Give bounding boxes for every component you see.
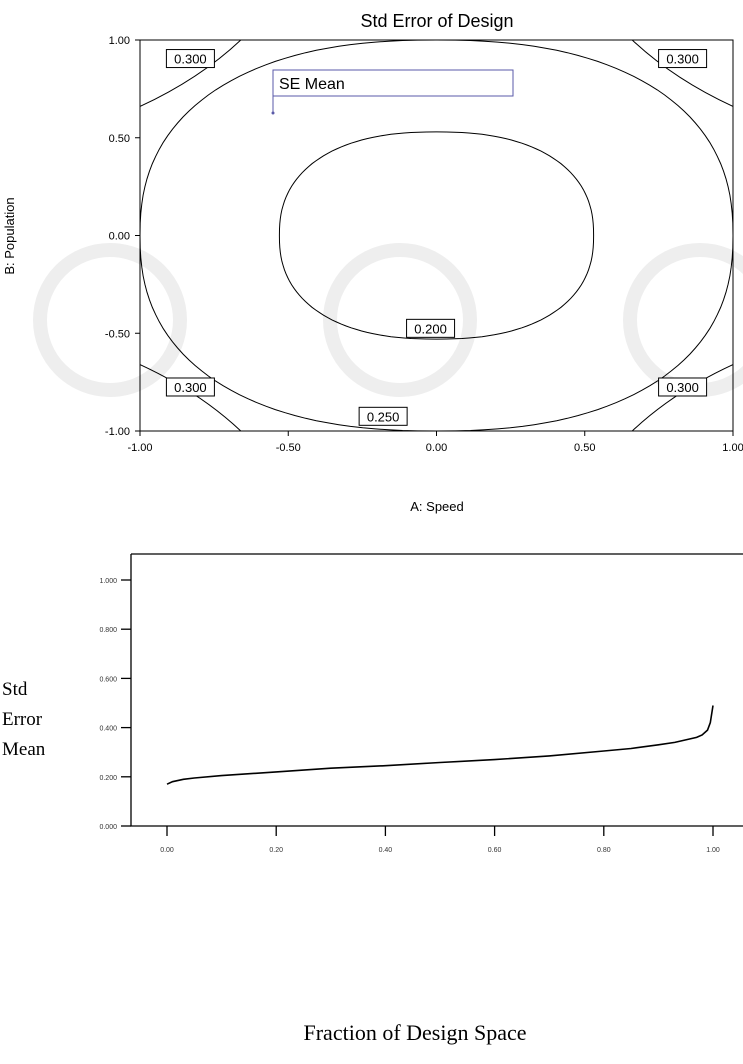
watermark (33, 243, 743, 397)
contour-line-0.200 (278, 131, 595, 340)
fds-x-tick-label: 0.40 (379, 847, 393, 854)
fds-curve (166, 705, 714, 785)
fds-x-tick-label: 0.20 (269, 847, 283, 854)
fds-x-tick-label: 0.00 (160, 847, 174, 854)
contour-label-text: 0.300 (174, 52, 207, 67)
fds-y-tick-label: 1.000 (99, 578, 117, 585)
fds-y-tick-label: 0.400 (99, 726, 117, 733)
fds-y-label-line-2: Error (2, 709, 43, 730)
contour-line-0.300 (140, 40, 242, 107)
fds-y-tick-label: 0.200 (99, 775, 117, 782)
contour-x-axis: -1.00 -0.50 0.00 0.50 1.00 (127, 431, 743, 454)
contour-y-label: B: Population (2, 197, 17, 274)
contour-label-box (658, 49, 708, 69)
contour-title: Std Error of Design (360, 11, 513, 31)
fds-x-tick-label: 0.60 (488, 847, 502, 854)
contour-label-text: 0.300 (666, 52, 699, 67)
fds-x-tick-label: 1.00 (706, 847, 720, 854)
contour-x-tick-label: -0.50 (276, 442, 301, 454)
contour-x-tick-label: -1.00 (127, 442, 152, 454)
fds-y-label: Std Error Mean (2, 679, 46, 760)
fds-x-label: Fraction of Design Space (304, 1020, 527, 1045)
contour-lines (140, 40, 733, 431)
fds-y-label-line-3: Mean (2, 739, 46, 760)
fds-x-axis: 0.00 0.20 0.40 0.60 0.80 1.00 (160, 826, 720, 854)
contour-x-tick-label: 0.00 (426, 442, 447, 454)
contour-chart: Std Error of Design 1.000.500.00-0.50-1.… (2, 11, 743, 514)
contour-x-tick-label: 1.00 (722, 442, 743, 454)
contour-label-box (406, 318, 456, 338)
fds-y-tick-label: 0.600 (99, 676, 117, 683)
se-mean-label: SE Mean (279, 76, 345, 93)
contour-line-0.300 (631, 40, 733, 107)
contour-line-0.250 (140, 40, 733, 431)
contour-x-tick-label: 0.50 (574, 442, 595, 454)
contour-y-tick-label: -0.50 (105, 328, 130, 340)
contour-label-text: 0.300 (174, 380, 207, 395)
contour-x-label: A: Speed (410, 499, 464, 514)
contour-label-text: 0.300 (666, 380, 699, 395)
contour-y-tick-label: -1.00 (105, 426, 130, 438)
fds-y-axis: 1.000 0.800 0.600 0.400 0.200 0.000 (99, 578, 131, 831)
contour-y-tick-label: 0.00 (109, 231, 130, 243)
contour-label-text: 0.200 (414, 321, 447, 336)
contour-y-tick-label: 1.00 (109, 35, 130, 47)
contour-label-text: 0.250 (367, 409, 400, 424)
contour-label-box (165, 377, 215, 397)
contour-label-box (658, 377, 708, 397)
fds-y-label-line-1: Std (2, 679, 28, 700)
contour-y-axis: 1.00 0.50 0.00 -0.50 -1.00 (105, 35, 140, 438)
fds-y-tick-label: 0.800 (99, 627, 117, 634)
contour-label-box (165, 49, 215, 69)
fds-y-tick-label: 0.000 (99, 824, 117, 831)
se-mean-legend: SE Mean (271, 69, 514, 115)
contour-labels: 0.200 0.250 0.300 0.300 0.300 0.300 (165, 49, 708, 426)
fds-x-tick-label: 0.80 (597, 847, 611, 854)
contour-y-tick-label: 0.50 (109, 133, 130, 145)
contour-label-box (358, 406, 408, 426)
fds-plot-frame (130, 554, 743, 827)
